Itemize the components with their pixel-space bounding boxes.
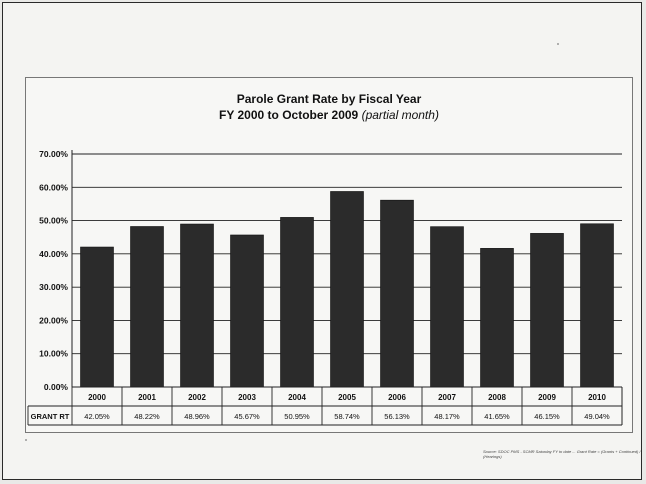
bar bbox=[330, 191, 364, 388]
chart-subtitle-main: FY 2000 to October 2009 bbox=[219, 108, 359, 122]
x-category-label: 2003 bbox=[238, 393, 256, 402]
x-category-label: 2002 bbox=[188, 393, 206, 402]
x-category-label: 2005 bbox=[338, 393, 356, 402]
x-category-label: 2010 bbox=[588, 393, 606, 402]
data-label: 48.22% bbox=[134, 412, 160, 421]
y-tick-label: 60.00% bbox=[39, 182, 68, 192]
x-category-label: 2004 bbox=[288, 393, 306, 402]
x-category-label: 2001 bbox=[138, 393, 156, 402]
bar bbox=[380, 199, 414, 388]
data-label: 45.67% bbox=[234, 412, 260, 421]
y-tick-label: 30.00% bbox=[39, 282, 68, 292]
scan-speck bbox=[557, 43, 559, 45]
bar bbox=[530, 233, 564, 388]
y-tick-label: 0.00% bbox=[44, 382, 69, 392]
y-tick-label: 70.00% bbox=[39, 149, 68, 159]
chart-subtitle: FY 2000 to October 2009 (partial month) bbox=[26, 108, 632, 122]
data-label: 50.95% bbox=[284, 412, 310, 421]
chart-subtitle-note: (partial month) bbox=[361, 108, 439, 122]
y-tick-label: 20.00% bbox=[39, 315, 68, 325]
table-row-label: GRANT RT bbox=[31, 412, 70, 421]
data-label: 48.17% bbox=[434, 412, 460, 421]
x-category-label: 2006 bbox=[388, 393, 406, 402]
bar bbox=[230, 234, 264, 388]
y-tick-label: 10.00% bbox=[39, 349, 68, 359]
chart-title: Parole Grant Rate by Fiscal Year bbox=[236, 92, 422, 106]
bar bbox=[280, 217, 314, 388]
scanned-page: Parole Grant Rate by Fiscal Year FY 2000… bbox=[2, 2, 642, 480]
data-label: 48.96% bbox=[184, 412, 210, 421]
bar-chart: 0.00% 10.00% 20.00% 30.00% 40.00% 50.00% 60.00… bbox=[27, 149, 623, 426]
bar bbox=[430, 226, 464, 388]
x-category-label: 2007 bbox=[438, 393, 456, 402]
source-footnote: Source: SDOC PMS - SCMR Saturday FY to d… bbox=[483, 449, 641, 459]
x-category-label: 2009 bbox=[538, 393, 556, 402]
bar bbox=[480, 248, 514, 388]
chart-frame: Parole Grant Rate by Fiscal Year FY 2000… bbox=[25, 77, 633, 433]
data-label: 56.13% bbox=[384, 412, 410, 421]
scan-speck bbox=[25, 439, 27, 441]
bar bbox=[180, 223, 214, 388]
y-tick-label: 40.00% bbox=[39, 249, 68, 259]
data-label: 46.15% bbox=[534, 412, 560, 421]
x-category-label: 2000 bbox=[88, 393, 106, 402]
data-label: 41.65% bbox=[484, 412, 510, 421]
y-tick-label: 50.00% bbox=[39, 216, 68, 226]
data-label: 49.04% bbox=[584, 412, 610, 421]
bar bbox=[80, 246, 114, 388]
bar bbox=[130, 226, 164, 388]
data-label: 42.05% bbox=[84, 412, 110, 421]
x-category-label: 2008 bbox=[488, 393, 506, 402]
bar bbox=[580, 223, 614, 388]
data-label: 58.74% bbox=[334, 412, 360, 421]
